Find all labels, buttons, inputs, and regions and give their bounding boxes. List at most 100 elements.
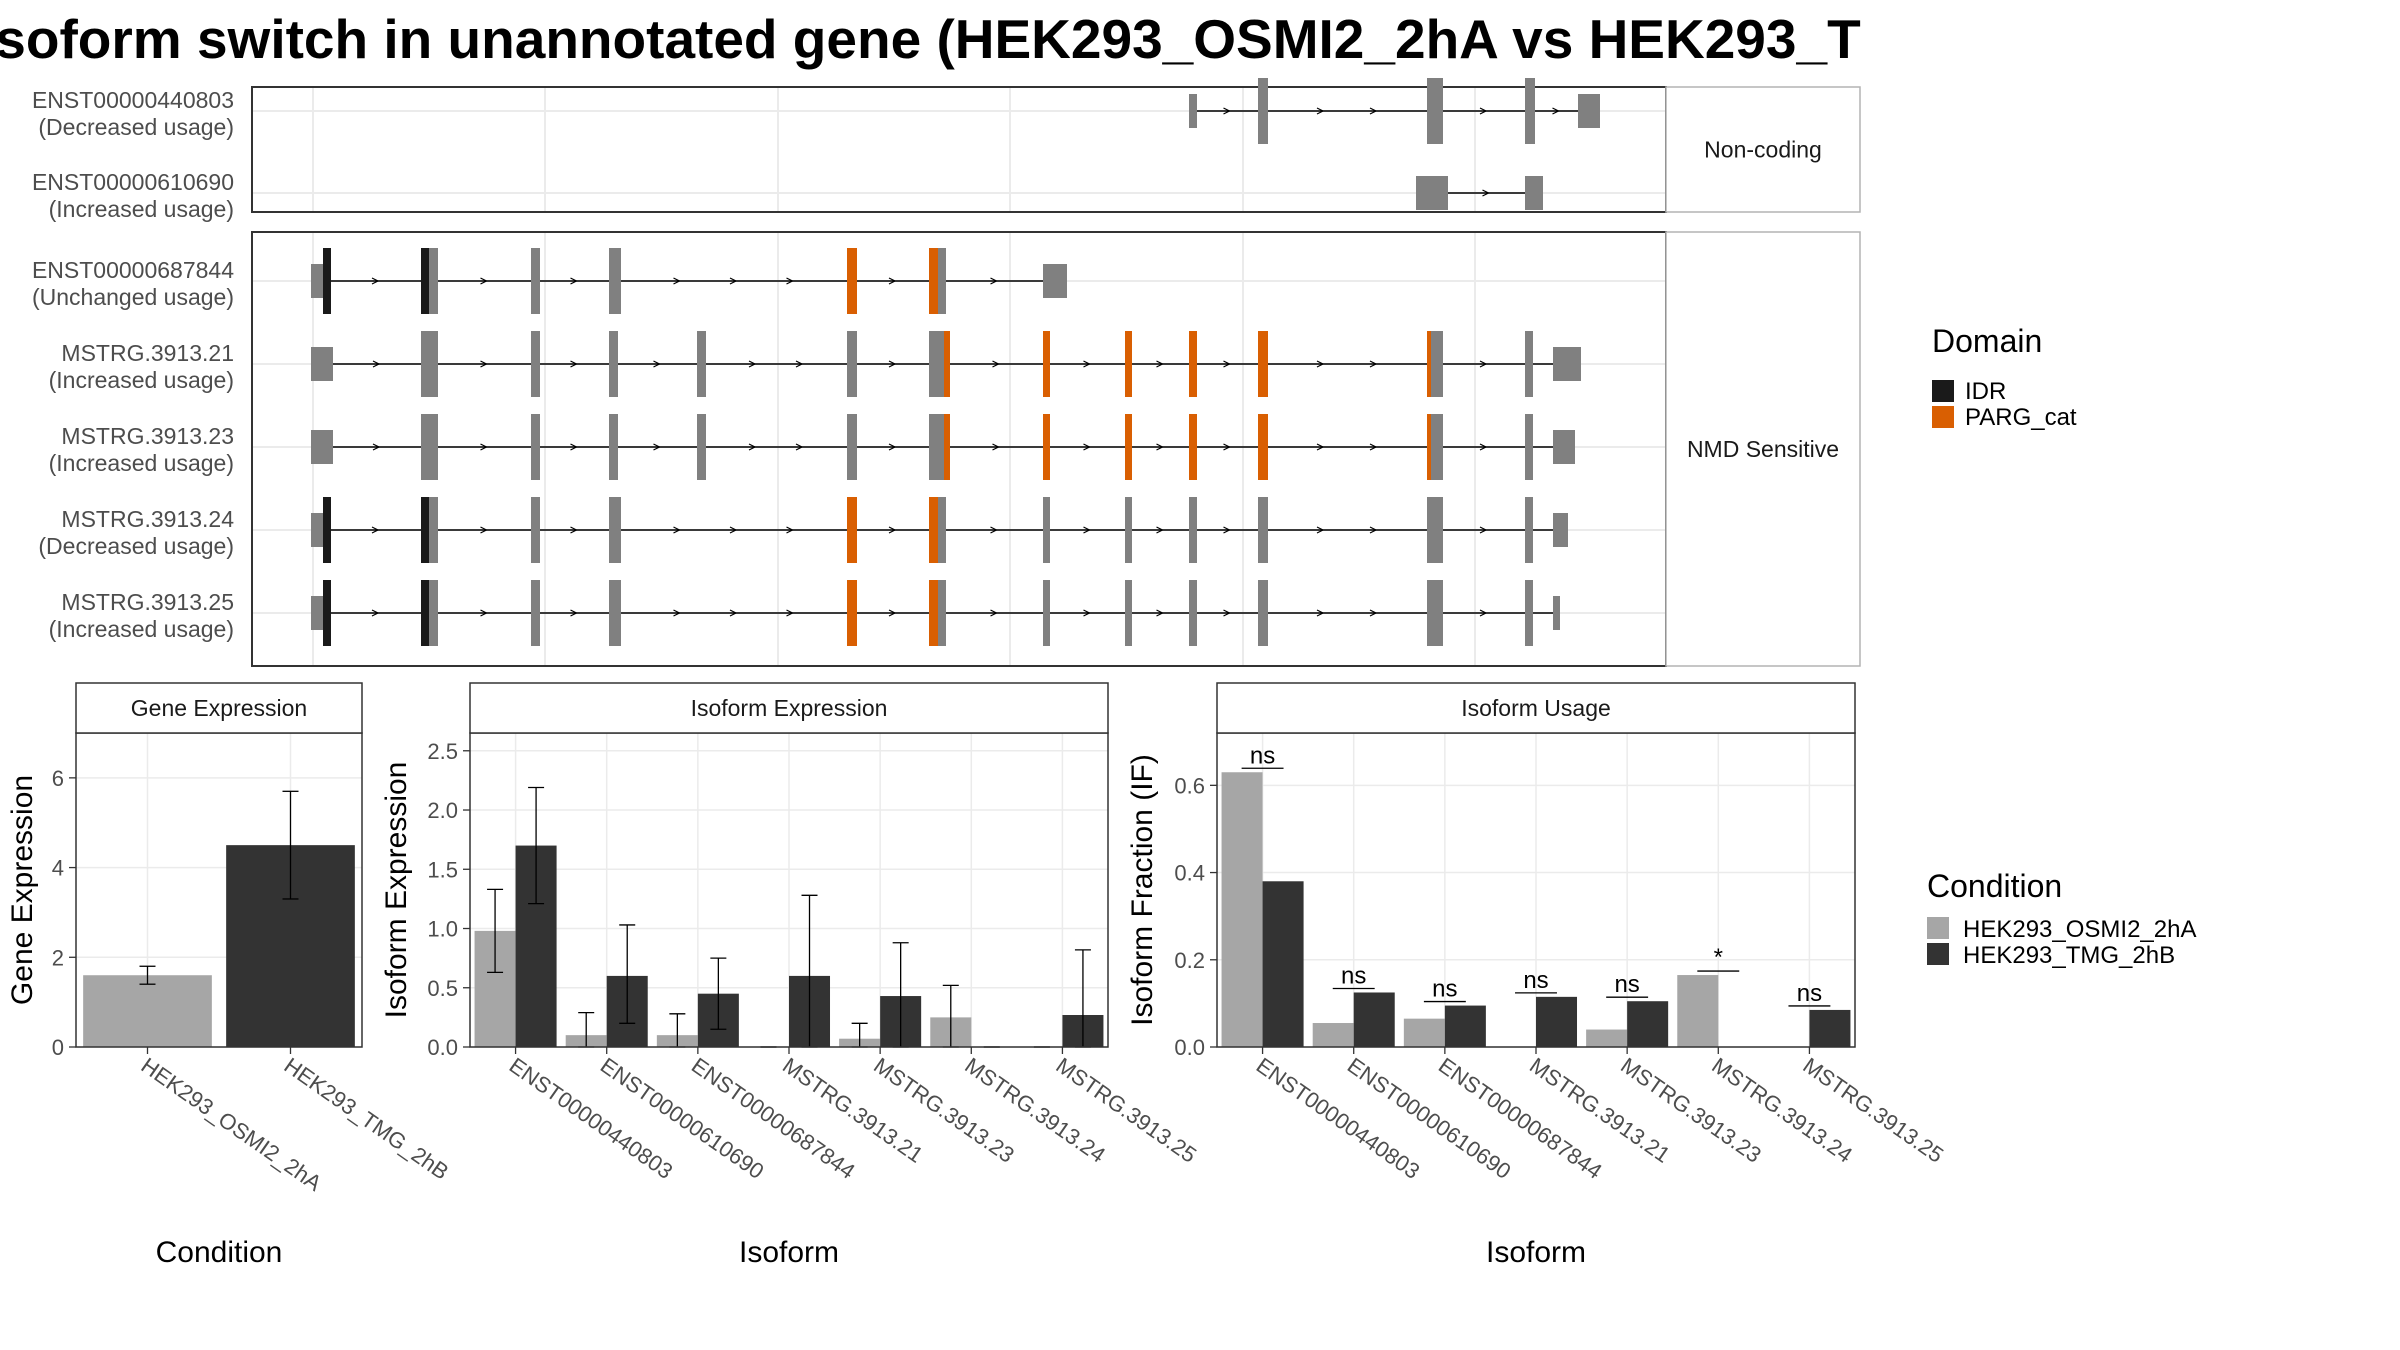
exon — [697, 414, 706, 480]
exon — [429, 580, 438, 646]
exon — [429, 248, 438, 314]
significance-label: ns — [1250, 742, 1275, 769]
intron-arrow — [570, 609, 578, 617]
exon — [1043, 331, 1050, 397]
group-strip — [1665, 231, 1861, 667]
exon — [1189, 94, 1197, 128]
bar — [1677, 975, 1719, 1047]
exon — [429, 497, 438, 563]
chart-strip-title: Isoform Expression — [691, 695, 888, 721]
x-tick-label: ENST00000440803 — [505, 1053, 678, 1184]
exon — [929, 248, 938, 314]
intron-arrow — [1156, 360, 1164, 368]
exon — [1578, 94, 1600, 128]
y-tick-label: 6 — [52, 766, 64, 791]
exon — [1525, 331, 1533, 397]
exon — [929, 331, 944, 397]
intron-arrow — [729, 277, 738, 285]
intron-arrow — [570, 526, 578, 534]
exon — [1189, 580, 1197, 646]
significance-label: ns — [1523, 967, 1548, 994]
chart-strip-title: Gene Expression — [131, 695, 307, 721]
bar — [1444, 1005, 1486, 1047]
intron-arrow — [1156, 609, 1164, 617]
bar — [1353, 992, 1395, 1047]
exon — [847, 497, 857, 563]
intron-arrow — [372, 443, 381, 451]
exon — [1189, 331, 1197, 397]
exon — [1043, 497, 1050, 563]
legend-cond2-label: HEK293_TMG_2hB — [1963, 942, 2175, 969]
isoform-usage-label: (Decreased usage) — [38, 114, 234, 140]
group-strip-label: Non-coding — [1704, 137, 1822, 163]
exon — [1427, 414, 1431, 480]
isoform-usage-chart: ns ns ns ns ns * ns Isoform Usage 0.0 0.2 0.4 0.6 EN… — [1126, 682, 1948, 1269]
exon — [1427, 497, 1443, 563]
intron-arrow — [990, 526, 998, 534]
intron-arrow — [786, 277, 794, 285]
intron-arrow — [992, 443, 1000, 451]
bar — [83, 975, 212, 1047]
y-axis-title: Isoform Expression — [380, 762, 413, 1019]
exon — [697, 331, 706, 397]
isoform-label: ENST00000687844 — [32, 257, 234, 283]
intron-arrow — [371, 609, 380, 617]
y-tick-label: 0.2 — [1174, 948, 1205, 973]
exon — [1525, 497, 1533, 563]
intron-arrow — [673, 277, 681, 285]
intron-arrow — [888, 443, 897, 451]
exon — [847, 414, 857, 480]
exon — [1125, 580, 1132, 646]
exon — [1258, 497, 1268, 563]
intron-arrow — [1083, 443, 1091, 451]
intron-arrow — [1479, 360, 1488, 368]
plot-title: Isoform switch in unannotated gene (HEK2… — [0, 8, 2102, 70]
exon — [1189, 497, 1197, 563]
exon — [421, 248, 429, 314]
exon — [938, 248, 946, 314]
exon — [323, 497, 331, 563]
bar — [1809, 1009, 1851, 1047]
y-tick-label: 0.0 — [427, 1035, 458, 1060]
bar — [1262, 881, 1304, 1047]
intron-arrow — [888, 360, 897, 368]
significance-label: ns — [1797, 980, 1822, 1007]
intron-arrow — [1369, 107, 1378, 115]
legend-parg-swatch — [1932, 406, 1954, 428]
structure-panel-bg — [252, 232, 1666, 666]
x-tick-label: ENST00000687844 — [687, 1053, 860, 1184]
bar — [1536, 996, 1578, 1047]
exon — [1525, 580, 1533, 646]
intron-arrow — [570, 443, 578, 451]
exon — [1416, 176, 1448, 210]
legend-cond1-label: HEK293_OSMI2_2hA — [1963, 916, 2196, 943]
x-tick-label: ENST00000610690 — [596, 1053, 769, 1184]
y-tick-label: 4 — [52, 856, 64, 881]
intron-arrow — [1316, 526, 1325, 534]
intron-arrow — [1223, 443, 1231, 451]
significance-label: * — [1714, 944, 1723, 971]
exon — [1427, 331, 1431, 397]
y-tick-label: 1.5 — [427, 857, 458, 882]
intron-arrow — [1083, 360, 1091, 368]
title-clip-mask — [1864, 0, 2400, 80]
exon — [311, 596, 323, 630]
intron-arrow — [1083, 526, 1091, 534]
exon — [323, 580, 331, 646]
intron-arrow — [1482, 189, 1490, 197]
exon — [1125, 497, 1132, 563]
x-tick-label: ENST00000687844 — [1434, 1053, 1607, 1184]
significance-label: ns — [1614, 971, 1639, 998]
exon — [1427, 580, 1443, 646]
intron-arrow — [748, 443, 757, 451]
y-axis-title: Gene Expression — [6, 775, 39, 1005]
exon — [929, 580, 938, 646]
intron-arrow — [748, 360, 757, 368]
intron-arrow — [372, 360, 381, 368]
legend-condition-title: Condition — [1927, 868, 2062, 904]
intron-arrow — [673, 526, 681, 534]
intron-arrow — [570, 277, 578, 285]
exon — [847, 580, 857, 646]
exon — [929, 414, 944, 480]
isoform-label: MSTRG.3913.25 — [61, 589, 234, 615]
